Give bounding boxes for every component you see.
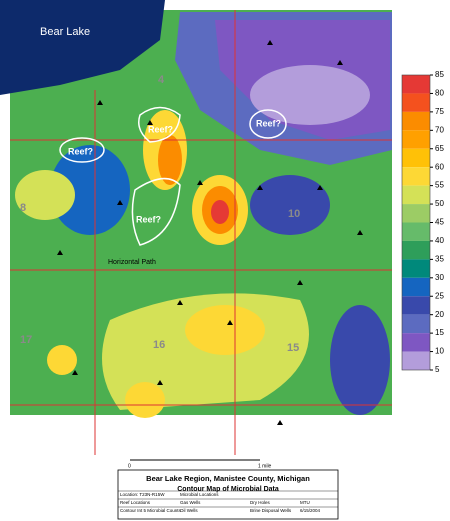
legend-tick-label: 30	[435, 273, 444, 282]
reef-label: Reef?	[68, 146, 93, 156]
contour-blue	[50, 145, 130, 235]
key-cell: Brine Disposal Wells	[250, 508, 292, 513]
legend-band	[402, 314, 430, 334]
legend-tick-label: 20	[435, 310, 444, 319]
key-cell: Contour Int 5 Microbial Counts	[120, 508, 182, 513]
legend-band	[402, 333, 430, 352]
contour-blue	[330, 305, 390, 415]
legend-tick-label: 75	[435, 107, 444, 116]
legend-band	[402, 93, 430, 112]
reef-label: Reef?	[136, 214, 161, 224]
color-legend: 85 80 75 70 65 60 55 50 45 40 35 30 25 20 15 10 5	[401, 70, 444, 374]
contour-yellow	[185, 305, 265, 355]
lake-label: Bear Lake	[40, 26, 90, 38]
key-table: Location: T23N-R15W Microbial Locations Re…	[118, 490, 338, 513]
key-cell: Gas Wells	[180, 500, 201, 505]
legend-band	[402, 259, 430, 278]
title-block: Bear Lake Region, Manistee County, Michi…	[117, 469, 339, 520]
legend-tick-label: 60	[435, 162, 444, 171]
scale-bar: 0 1 mile	[128, 459, 272, 469]
legend-tick-label: 65	[435, 144, 444, 153]
path-label: Horizontal Path	[108, 259, 156, 266]
lake	[0, 0, 165, 95]
legend-tick-label: 25	[435, 291, 444, 300]
legend-band	[402, 204, 430, 223]
reef-label: Reef?	[256, 118, 281, 128]
legend-band	[402, 148, 430, 168]
title: Bear Lake Region, Manistee County, Michi…	[146, 474, 310, 483]
legend-tick-label: 45	[435, 218, 444, 227]
legend-tick-label: 55	[435, 181, 444, 190]
reef-label: Reef?	[148, 124, 173, 134]
scale-start: 0	[128, 463, 131, 469]
legend-band	[402, 167, 430, 186]
contour-map: Bear Lake Reef? Reef? Reef? Reef? Horizo…	[0, 0, 392, 455]
legend-tick-label: 35	[435, 254, 444, 263]
section-number: 17	[20, 334, 32, 346]
key-cell: 6/15/2004	[300, 508, 321, 513]
contour-yellow	[15, 170, 75, 220]
legend-band	[402, 296, 430, 315]
scale-end: 1 mile	[258, 463, 272, 469]
contour-yellow	[125, 382, 165, 418]
legend-tick-label: 15	[435, 328, 444, 337]
roads	[10, 10, 392, 455]
legend-band	[402, 351, 430, 370]
section-number: 10	[288, 208, 300, 220]
reef-outlines	[59, 106, 287, 246]
section-number: 4	[158, 74, 165, 86]
contour-lavender	[250, 65, 370, 125]
section-number: 16	[153, 339, 165, 351]
section-number: 8	[20, 202, 26, 214]
key-cell: MTU	[300, 500, 310, 505]
key-cell: Dry Holes	[250, 500, 271, 505]
legend-tick-label: 80	[435, 89, 444, 98]
subtitle: Contour Map of Microbial Data	[177, 486, 279, 493]
section-number: 15	[287, 342, 299, 354]
legend-band	[402, 185, 430, 205]
legend-band	[402, 75, 430, 94]
legend-tick-label: 50	[435, 199, 444, 208]
legend-tick-label: 40	[435, 236, 444, 245]
key-cell: Reef Locations	[120, 500, 151, 505]
legend-tick-label: 5	[435, 365, 440, 374]
contour-red	[211, 200, 229, 224]
legend-tick-label: 85	[435, 70, 444, 79]
legend-band	[402, 222, 430, 241]
legend-band	[402, 130, 430, 149]
contour-blue	[250, 175, 330, 235]
key-cell: Location: T23N-R15W	[120, 492, 165, 497]
key-cell: Oil Wells	[180, 508, 198, 513]
legend-band	[402, 277, 430, 297]
legend-band	[402, 240, 430, 260]
contour-yellow	[47, 345, 77, 375]
legend-band	[402, 111, 430, 131]
legend-tick-label: 70	[435, 125, 444, 134]
contour-orange	[158, 135, 182, 185]
legend-tick-label: 10	[435, 347, 444, 356]
key-cell: Microbial Locations	[180, 492, 219, 497]
